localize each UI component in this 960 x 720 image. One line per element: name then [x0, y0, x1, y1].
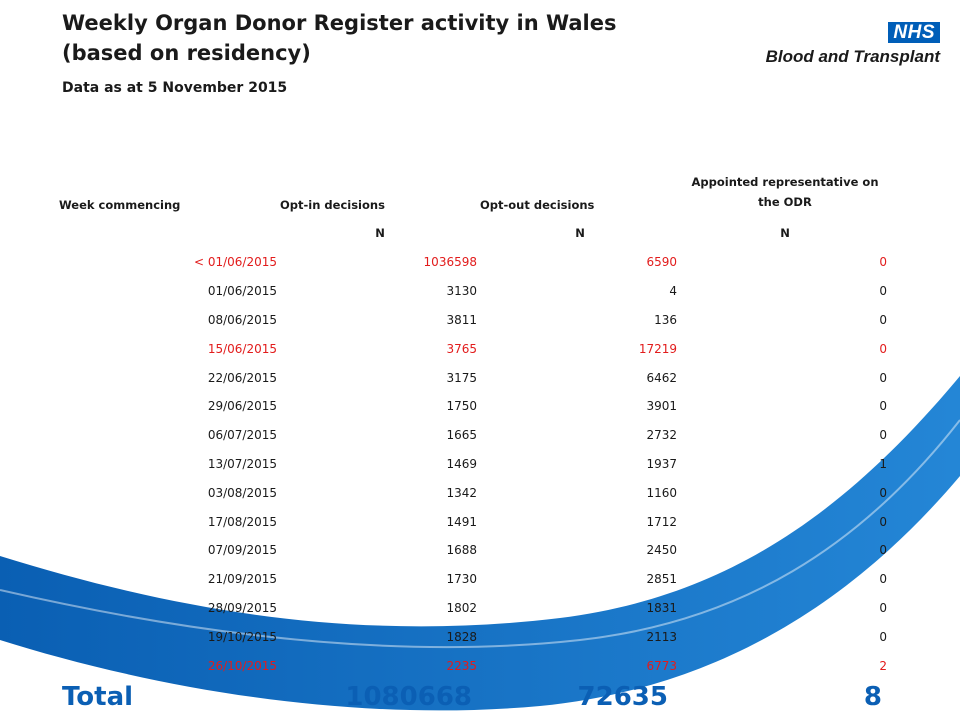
cell-week: 06/07/2015 [207, 428, 277, 443]
nhsbt-logo: NHS Blood and Transplant [766, 22, 940, 67]
cell-optout: 4 [669, 284, 677, 299]
cell-optin: 1802 [446, 600, 477, 615]
cell-optout: 1937 [646, 456, 677, 471]
page-title: Weekly Organ Donor Register activity in … [62, 8, 617, 68]
cell-optout: 136 [654, 312, 677, 327]
unit-appointed: N [780, 226, 790, 240]
cell-optin: 1036598 [423, 255, 477, 270]
cell-optout: 6590 [646, 255, 677, 270]
cell-optout: 1160 [646, 485, 677, 500]
donor-activity-table: Week commencing Opt-in decisions Opt-out… [55, 140, 890, 680]
cell-appointed: 1 [879, 456, 887, 471]
cell-optout: 2450 [646, 543, 677, 558]
table-row: 06/07/2015 1665 2732 0 [55, 421, 890, 450]
header-week: Week commencing [59, 198, 181, 212]
total-optout: 72635 [577, 682, 668, 712]
cell-optout: 2732 [646, 428, 677, 443]
cell-optin: 3811 [446, 312, 477, 327]
cell-optout: 2851 [646, 572, 677, 587]
units-row: N N N [55, 218, 890, 248]
total-label: Total [62, 682, 134, 712]
cell-appointed: 0 [879, 543, 887, 558]
table-row: 26/10/2015 2235 6773 2 [55, 651, 890, 680]
total-optin: 1080668 [345, 682, 472, 712]
cell-week: 03/08/2015 [207, 485, 277, 500]
cell-optout: 6773 [646, 658, 677, 673]
table-row: 29/06/2015 1750 3901 0 [55, 392, 890, 421]
header-optout: Opt-out decisions [480, 198, 595, 212]
nhs-logo-mark: NHS [888, 22, 940, 43]
cell-appointed: 0 [879, 485, 887, 500]
cell-optout: 3901 [646, 399, 677, 414]
cell-optin: 1491 [446, 514, 477, 529]
table-row: 19/10/2015 1828 2113 0 [55, 622, 890, 651]
cell-week: 13/07/2015 [207, 456, 277, 471]
cell-optout: 1831 [646, 600, 677, 615]
cell-appointed: 0 [879, 514, 887, 529]
title-line-1: Weekly Organ Donor Register activity in … [62, 11, 617, 35]
cell-optin: 3130 [446, 284, 477, 299]
cell-week: 07/09/2015 [207, 543, 277, 558]
cell-week: < 01/06/2015 [193, 255, 277, 270]
cell-optin: 1342 [446, 485, 477, 500]
cell-appointed: 0 [879, 600, 887, 615]
total-appointed: 8 [863, 682, 882, 712]
table-row: 15/06/2015 3765 17219 0 [55, 334, 890, 363]
data-date-subtitle: Data as at 5 November 2015 [62, 80, 288, 96]
cell-appointed: 0 [879, 255, 887, 270]
unit-optout: N [575, 226, 585, 240]
cell-optin: 1688 [446, 543, 477, 558]
cell-appointed: 0 [879, 399, 887, 414]
cell-optout: 17219 [638, 341, 677, 356]
cell-week: 17/08/2015 [207, 514, 277, 529]
title-line-2: (based on residency) [62, 41, 311, 65]
cell-optin: 1730 [446, 572, 477, 587]
cell-week: 29/06/2015 [207, 399, 277, 414]
cell-week: 19/10/2015 [207, 629, 277, 644]
cell-optin: 1828 [446, 629, 477, 644]
cell-week: 28/09/2015 [207, 600, 277, 615]
cell-week: 26/10/2015 [207, 658, 277, 673]
cell-appointed: 0 [879, 312, 887, 327]
cell-optin: 1750 [446, 399, 477, 414]
unit-week [55, 218, 280, 248]
table-row: 17/08/2015 1491 1712 0 [55, 507, 890, 536]
cell-appointed: 2 [879, 658, 887, 673]
cell-appointed: 0 [879, 572, 887, 587]
cell-optout: 6462 [646, 370, 677, 385]
table-row: 07/09/2015 1688 2450 0 [55, 536, 890, 565]
cell-optin: 1469 [446, 456, 477, 471]
cell-week: 01/06/2015 [207, 284, 277, 299]
unit-optin: N [375, 226, 385, 240]
cell-optin: 1665 [446, 428, 477, 443]
table-row: < 01/06/2015 1036598 6590 0 [55, 248, 890, 277]
cell-optout: 1712 [646, 514, 677, 529]
table-row: 01/06/2015 3130 4 0 [55, 277, 890, 306]
cell-optin: 3765 [446, 341, 477, 356]
table-row: 03/08/2015 1342 1160 0 [55, 478, 890, 507]
cell-week: 21/09/2015 [207, 572, 277, 587]
cell-appointed: 0 [879, 370, 887, 385]
table-row: 21/09/2015 1730 2851 0 [55, 565, 890, 594]
table-row: 13/07/2015 1469 1937 1 [55, 450, 890, 479]
table-row: 28/09/2015 1802 1831 0 [55, 594, 890, 623]
cell-optin: 2235 [446, 658, 477, 673]
total-row: Total 1080668 72635 8 [0, 682, 960, 718]
cell-appointed: 0 [879, 629, 887, 644]
cell-appointed: 0 [879, 341, 887, 356]
cell-week: 22/06/2015 [207, 370, 277, 385]
org-name: Blood and Transplant [765, 47, 940, 66]
table-row: 22/06/2015 3175 6462 0 [55, 363, 890, 392]
table-row: 08/06/2015 3811 136 0 [55, 306, 890, 335]
cell-optout: 2113 [646, 629, 677, 644]
cell-appointed: 0 [879, 428, 887, 443]
cell-optin: 3175 [446, 370, 477, 385]
cell-week: 15/06/2015 [207, 341, 277, 356]
header-row: Week commencing Opt-in decisions Opt-out… [55, 140, 890, 218]
cell-appointed: 0 [879, 284, 887, 299]
cell-week: 08/06/2015 [207, 312, 277, 327]
header-optin: Opt-in decisions [280, 198, 385, 212]
header-appointed: Appointed representative on the ODR [691, 175, 879, 209]
